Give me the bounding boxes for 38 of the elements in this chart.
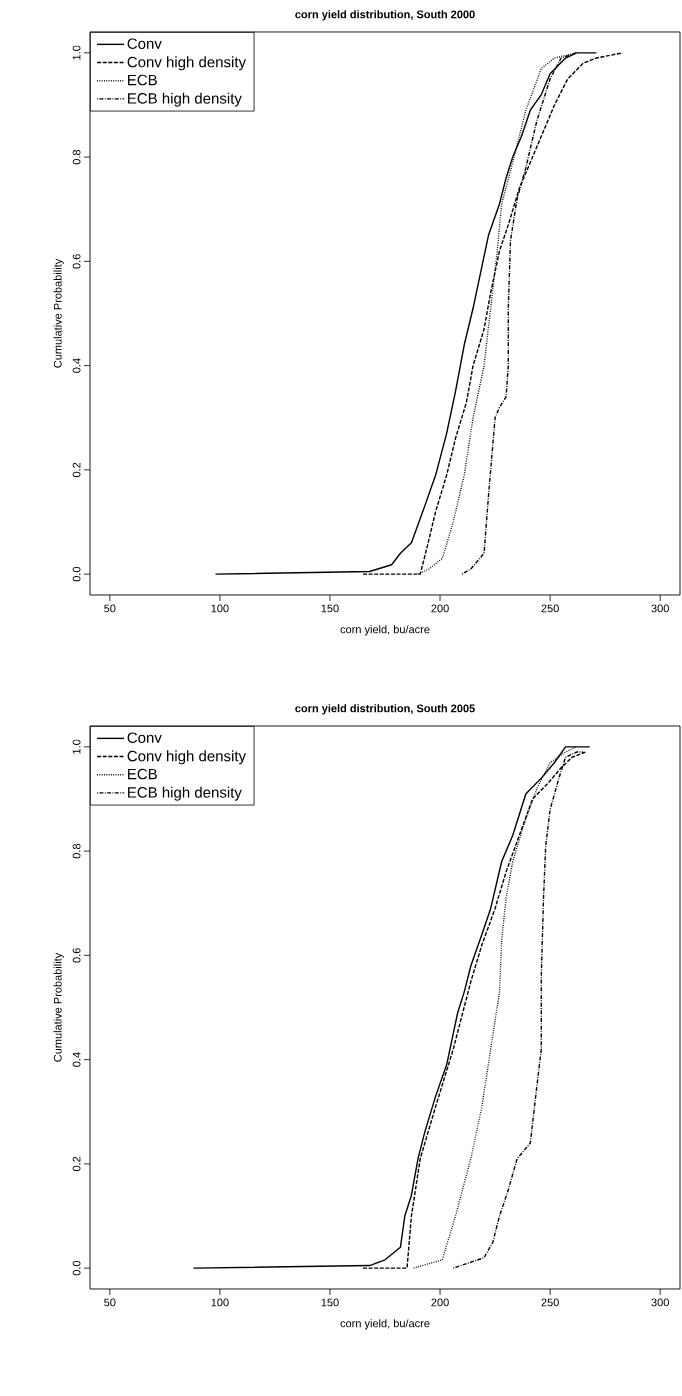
x-tick-label: 150: [321, 1298, 339, 1307]
chart-title: corn yield distribution, South 2000: [295, 10, 475, 21]
y-tick-label: 0.8: [72, 149, 81, 165]
x-tick-label: 300: [651, 604, 669, 613]
x-axis-title: corn yield, bu/acre: [340, 1319, 430, 1330]
x-tick-label: 250: [541, 604, 559, 613]
y-tick-label: 0.0: [72, 566, 81, 582]
legend-label: Conv: [127, 38, 162, 49]
legend-label: ECB high density: [128, 786, 242, 801]
x-tick-label: 200: [431, 1298, 449, 1307]
y-tick-label: 0.4: [72, 1052, 81, 1067]
x-tick-label: 50: [104, 1298, 116, 1307]
chart-title: corn yield distribution, South 2005: [295, 704, 475, 715]
legend-label: Conv: [127, 732, 162, 744]
legend-label: ECB: [128, 768, 157, 780]
legend-label: ECB high density: [128, 92, 242, 107]
legend-label: Conv high density: [127, 56, 246, 71]
x-tick-label: 250: [541, 1298, 559, 1307]
y-axis-title: Cumulative Probability: [53, 258, 64, 368]
legend-label: Conv high density: [127, 750, 246, 765]
y-tick-label: 0.2: [72, 462, 81, 478]
x-tick-label: 200: [431, 604, 449, 613]
y-tick-label: 1.0: [72, 45, 81, 60]
y-tick-label: 1.0: [72, 739, 81, 754]
x-axis-title: corn yield, bu/acre: [340, 625, 430, 636]
y-tick-label: 0.6: [72, 948, 81, 963]
x-tick-label: 100: [211, 1298, 229, 1307]
y-axis-title: Cumulative Probability: [53, 952, 64, 1062]
x-tick-label: 300: [651, 1298, 669, 1307]
x-tick-label: 150: [321, 604, 339, 613]
y-tick-label: 0.4: [72, 358, 81, 373]
legend-label: ECB: [128, 74, 157, 86]
y-tick-label: 0.0: [72, 1260, 81, 1276]
x-tick-label: 100: [211, 604, 229, 613]
y-tick-label: 0.6: [72, 254, 81, 269]
x-tick-label: 50: [104, 604, 116, 613]
y-tick-label: 0.8: [72, 843, 81, 859]
y-tick-label: 0.2: [72, 1156, 81, 1172]
